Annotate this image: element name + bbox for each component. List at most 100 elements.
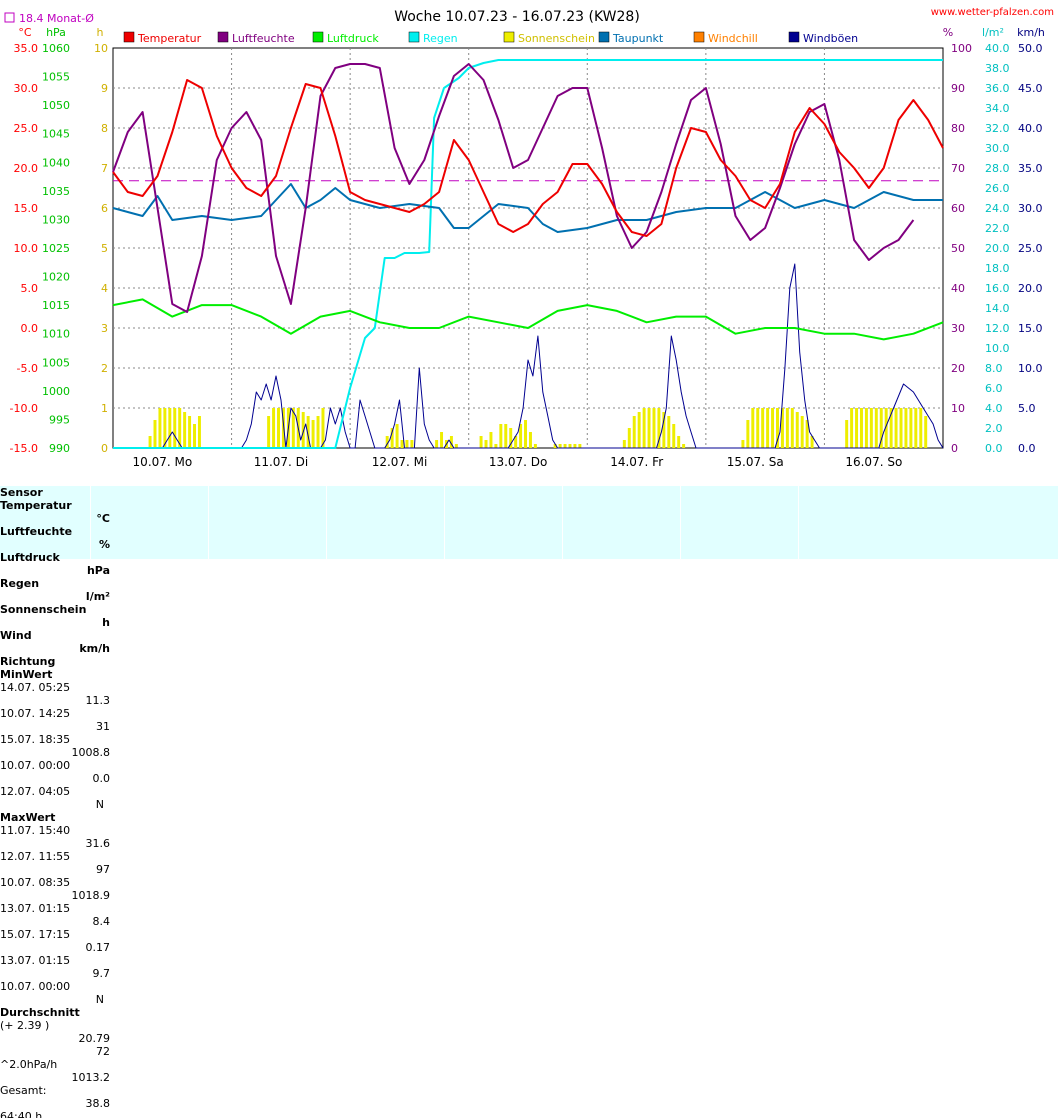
sunshine-bar xyxy=(277,408,280,448)
sunshine-bar xyxy=(405,440,409,448)
legend-swatch xyxy=(503,31,515,43)
sunshine-bar xyxy=(479,436,483,448)
sunshine-bar xyxy=(790,408,794,448)
sunshine-bar xyxy=(884,408,888,448)
sunshine-bar xyxy=(272,408,276,448)
sun-tick-label: 5 xyxy=(101,242,108,255)
legend-swatch xyxy=(598,31,610,43)
sunshine-bar xyxy=(682,444,686,448)
stats-cell-pres_time: 10.07. 08:35 xyxy=(0,876,71,889)
stats-cell-wind_time: 13.07. 01:15 xyxy=(0,954,71,967)
sunshine-bar xyxy=(568,444,572,448)
stats-cell-rain_time: Gesamt: xyxy=(0,1084,47,1097)
wind-tick-label: 30.0 xyxy=(1018,202,1043,215)
stats-header-temp: Temperatur xyxy=(0,499,72,512)
stats-separator xyxy=(562,486,563,559)
sunshine-bar xyxy=(864,408,868,448)
sunshine-bar xyxy=(662,412,666,448)
series-regen xyxy=(113,59,943,449)
sun-tick-label: 4 xyxy=(101,282,108,295)
pressure-tick-label: 1055 xyxy=(42,71,70,84)
stats-cell-pres_val: 1018.9 xyxy=(71,889,111,902)
month-avg-swatch xyxy=(4,12,15,23)
stats-cell-hum_time: 12.07. 11:55 xyxy=(0,850,71,863)
sunshine-bar xyxy=(321,408,325,448)
stats-cell-pres_val: 1013.2 xyxy=(71,1071,111,1084)
sunshine-bar xyxy=(533,444,537,448)
sunshine-bar xyxy=(316,416,320,448)
series-windböen xyxy=(113,263,944,449)
rain-tick-label: 38.0 xyxy=(985,62,1010,75)
stats-cell-rain_val: 8.4 xyxy=(92,915,111,928)
legend-label: Luftfeuchte xyxy=(232,32,295,45)
sunshine-bar xyxy=(805,420,809,448)
sunshine-bar xyxy=(741,440,745,448)
legend-swatch xyxy=(788,31,800,43)
stats-header-unit-wind: km/h xyxy=(79,642,110,655)
stats-header-unit-hum: % xyxy=(98,538,110,551)
wind-tick-label: 50.0 xyxy=(1018,42,1043,55)
rain-tick-label: 34.0 xyxy=(985,102,1010,115)
sunshine-bar xyxy=(845,420,849,448)
stats-cell-hum_val: 97 xyxy=(96,863,110,876)
stats-separator xyxy=(444,486,445,559)
pressure-tick-label: 1040 xyxy=(42,156,70,169)
pressure-tick-label: 1060 xyxy=(42,42,70,55)
legend-swatch xyxy=(312,31,324,43)
temp-unit-label: °C xyxy=(18,26,32,39)
humidity-tick-label: 60 xyxy=(951,202,965,215)
sunshine-bar xyxy=(390,428,394,448)
stats-row-label: Durchschnitt xyxy=(0,1006,80,1019)
sunshine-bar xyxy=(385,436,389,448)
stats-cell-temp_time: (+ 2.39 ) xyxy=(0,1019,50,1032)
legend-swatch xyxy=(408,31,420,43)
sunshine-bar xyxy=(153,420,157,448)
sunshine-bar xyxy=(657,408,661,448)
sunshine-bar xyxy=(627,428,631,448)
sunshine-bar xyxy=(528,432,532,448)
temp-tick-label: 30.0 xyxy=(14,82,39,95)
sunshine-bar xyxy=(197,416,201,448)
sunshine-bar xyxy=(746,420,750,448)
stats-cell-temp_val: 11.3 xyxy=(85,694,111,707)
stats-header-hum: Luftfeuchte xyxy=(0,525,73,538)
sunshine-bar xyxy=(924,416,928,448)
sunshine-bar xyxy=(553,444,557,448)
series-luftdruck xyxy=(112,298,944,341)
site-url[interactable]: www.wetter-pfalzen.com xyxy=(931,7,1054,18)
stats-header-sensor: Sensor xyxy=(0,486,43,499)
stats-cell-dir_time: 12.07. 04:05 xyxy=(0,785,71,798)
sun-tick-label: 6 xyxy=(101,202,108,215)
sunshine-bar xyxy=(454,444,458,448)
humidity-unit-label: % xyxy=(943,26,953,39)
sunshine-bar xyxy=(519,424,523,448)
statistics-table: Sensor Temperatur °C Luftfeuchte% Luftdruck h… xyxy=(0,486,1058,1118)
rain-tick-label: 32.0 xyxy=(985,122,1010,135)
pressure-tick-label: 1020 xyxy=(42,271,70,284)
stats-separator xyxy=(798,486,799,559)
stats-separator xyxy=(326,486,327,559)
legend-label: Windchill xyxy=(708,32,758,45)
rain-tick-label: 20.0 xyxy=(985,242,1010,255)
pressure-tick-label: 1050 xyxy=(42,99,70,112)
stats-cell-dir_val: N xyxy=(95,798,104,811)
sunshine-bar xyxy=(410,440,414,448)
rain-unit-label: l/m² xyxy=(982,26,1004,39)
pressure-tick-label: 1015 xyxy=(42,299,70,312)
temp-tick-label: 15.0 xyxy=(14,202,39,215)
sun-tick-label: 10 xyxy=(94,42,108,55)
humidity-tick-label: 30 xyxy=(951,322,965,335)
sunshine-bar xyxy=(509,428,513,448)
rain-tick-label: 14.0 xyxy=(985,302,1010,315)
temp-tick-label: -15.0 xyxy=(10,442,38,455)
sun-tick-label: 8 xyxy=(101,122,108,135)
sunshine-bar xyxy=(909,408,913,448)
sunshine-bar xyxy=(667,416,671,448)
stats-separator xyxy=(208,486,209,559)
sunshine-bar xyxy=(178,408,182,448)
sunshine-bar xyxy=(504,424,508,448)
rain-tick-label: 2.0 xyxy=(985,422,1003,435)
day-label: 12.07. Mi xyxy=(372,455,428,469)
sun-unit-label: h xyxy=(97,26,104,39)
wind-tick-label: 20.0 xyxy=(1018,282,1043,295)
